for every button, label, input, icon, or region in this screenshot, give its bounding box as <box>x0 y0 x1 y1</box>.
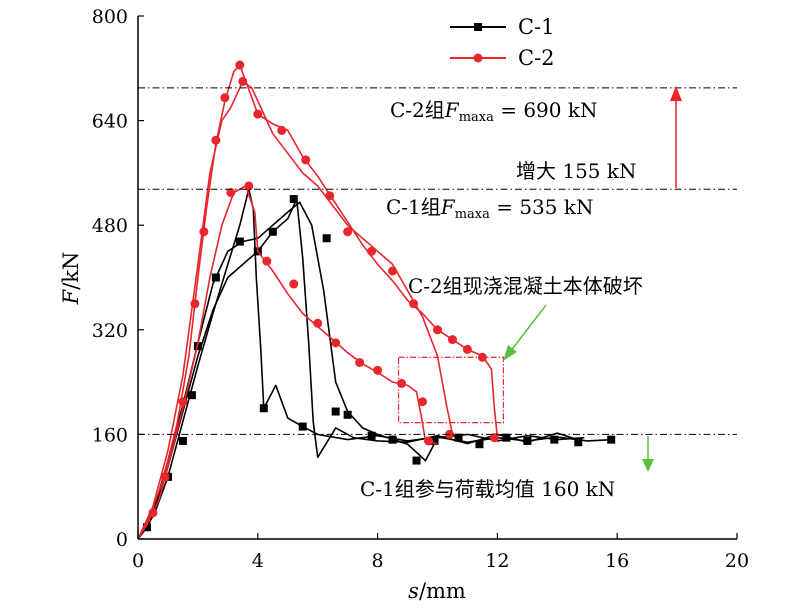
increase-arrow <box>670 86 682 188</box>
x-tick-label: 8 <box>372 550 384 572</box>
legend-label-c1: C-1 <box>518 15 555 39</box>
data-point <box>268 227 277 236</box>
failure-arrow <box>503 304 547 361</box>
data-point <box>178 397 188 407</box>
annotation-mean-load: C-1组参与荷载均值 160 kN <box>360 477 615 501</box>
failure-region-box <box>397 356 504 424</box>
data-point <box>148 508 158 518</box>
y-tick-label: 800 <box>92 6 128 28</box>
x-tick-label: 16 <box>605 550 629 572</box>
data-point <box>433 325 442 335</box>
data-point <box>574 438 583 447</box>
data-point <box>343 227 353 237</box>
data-point <box>373 365 383 375</box>
data-point <box>259 404 268 413</box>
data-point <box>142 523 151 532</box>
data-point <box>397 378 407 388</box>
data-point <box>424 436 434 446</box>
data-point <box>367 246 377 256</box>
data-point <box>226 188 236 198</box>
data-point <box>331 338 341 348</box>
legend-entry-c2: C-2 <box>450 46 555 70</box>
data-point <box>454 433 463 442</box>
x-tick-label: 0 <box>132 550 144 572</box>
data-point <box>343 410 352 419</box>
data-point <box>277 125 287 135</box>
data-point <box>199 227 209 237</box>
annotation-c1-fmax: C-1组Fmaxa = 535 kN <box>386 195 593 222</box>
data-point <box>388 266 398 276</box>
data-point <box>253 109 263 119</box>
y-axis-label: F/kN <box>59 252 83 306</box>
data-point <box>262 256 272 266</box>
data-point <box>430 436 439 445</box>
x-tick-label: 12 <box>485 550 509 572</box>
y-tick-label: 0 <box>116 529 128 551</box>
legend: C-1 C-2 <box>450 15 555 70</box>
data-point <box>325 191 335 201</box>
data-point <box>289 195 298 204</box>
mean-load-arrow <box>642 436 654 472</box>
data-point <box>178 436 187 445</box>
x-axis-label: s/mm <box>408 579 466 603</box>
data-point <box>289 279 299 289</box>
x-tick-label: 20 <box>725 550 749 572</box>
data-point <box>475 440 484 449</box>
data-point <box>355 357 365 367</box>
annotation-increase: 增大 155 kN <box>516 159 637 183</box>
x-ticks: 0 4 8 12 16 20 <box>132 533 749 572</box>
legend-label-c2: C-2 <box>518 46 555 70</box>
data-point <box>235 60 245 70</box>
data-point <box>412 456 421 465</box>
y-ticks: 0 160 320 480 640 800 <box>92 6 144 551</box>
data-point <box>187 391 196 400</box>
data-point <box>462 344 472 354</box>
data-point <box>211 135 221 145</box>
data-point <box>301 155 311 165</box>
data-point <box>220 93 230 103</box>
data-point <box>238 76 248 86</box>
legend-entry-c1: C-1 <box>450 15 555 39</box>
data-point <box>489 433 499 443</box>
data-point <box>607 435 616 444</box>
data-point <box>235 237 244 246</box>
data-point <box>550 435 559 444</box>
data-point <box>418 397 428 407</box>
annotation-failure: C-2组现浇混凝土本体破坏 <box>408 274 643 298</box>
series-C-2-curve-2 <box>137 80 454 540</box>
data-point <box>388 435 397 444</box>
y-tick-label: 640 <box>92 111 128 133</box>
data-point <box>367 431 376 440</box>
y-tick-label: 160 <box>92 424 128 446</box>
series-C-2 <box>137 60 499 540</box>
data-point <box>447 335 457 345</box>
data-point <box>211 273 220 282</box>
x-tick-label: 4 <box>252 550 264 572</box>
data-point <box>244 181 254 191</box>
axes <box>137 16 737 540</box>
data-point <box>523 436 532 445</box>
y-tick-label: 320 <box>92 320 128 342</box>
data-point <box>322 234 331 243</box>
y-tick-label: 480 <box>92 215 128 237</box>
data-point <box>298 422 307 431</box>
data-point <box>331 407 340 416</box>
annotation-c2-fmax: C-2组Fmaxa = 690 kN <box>390 98 597 125</box>
data-point <box>502 433 511 442</box>
data-point <box>409 299 419 309</box>
data-point <box>313 318 323 328</box>
data-point <box>190 299 200 309</box>
data-point <box>160 472 170 482</box>
